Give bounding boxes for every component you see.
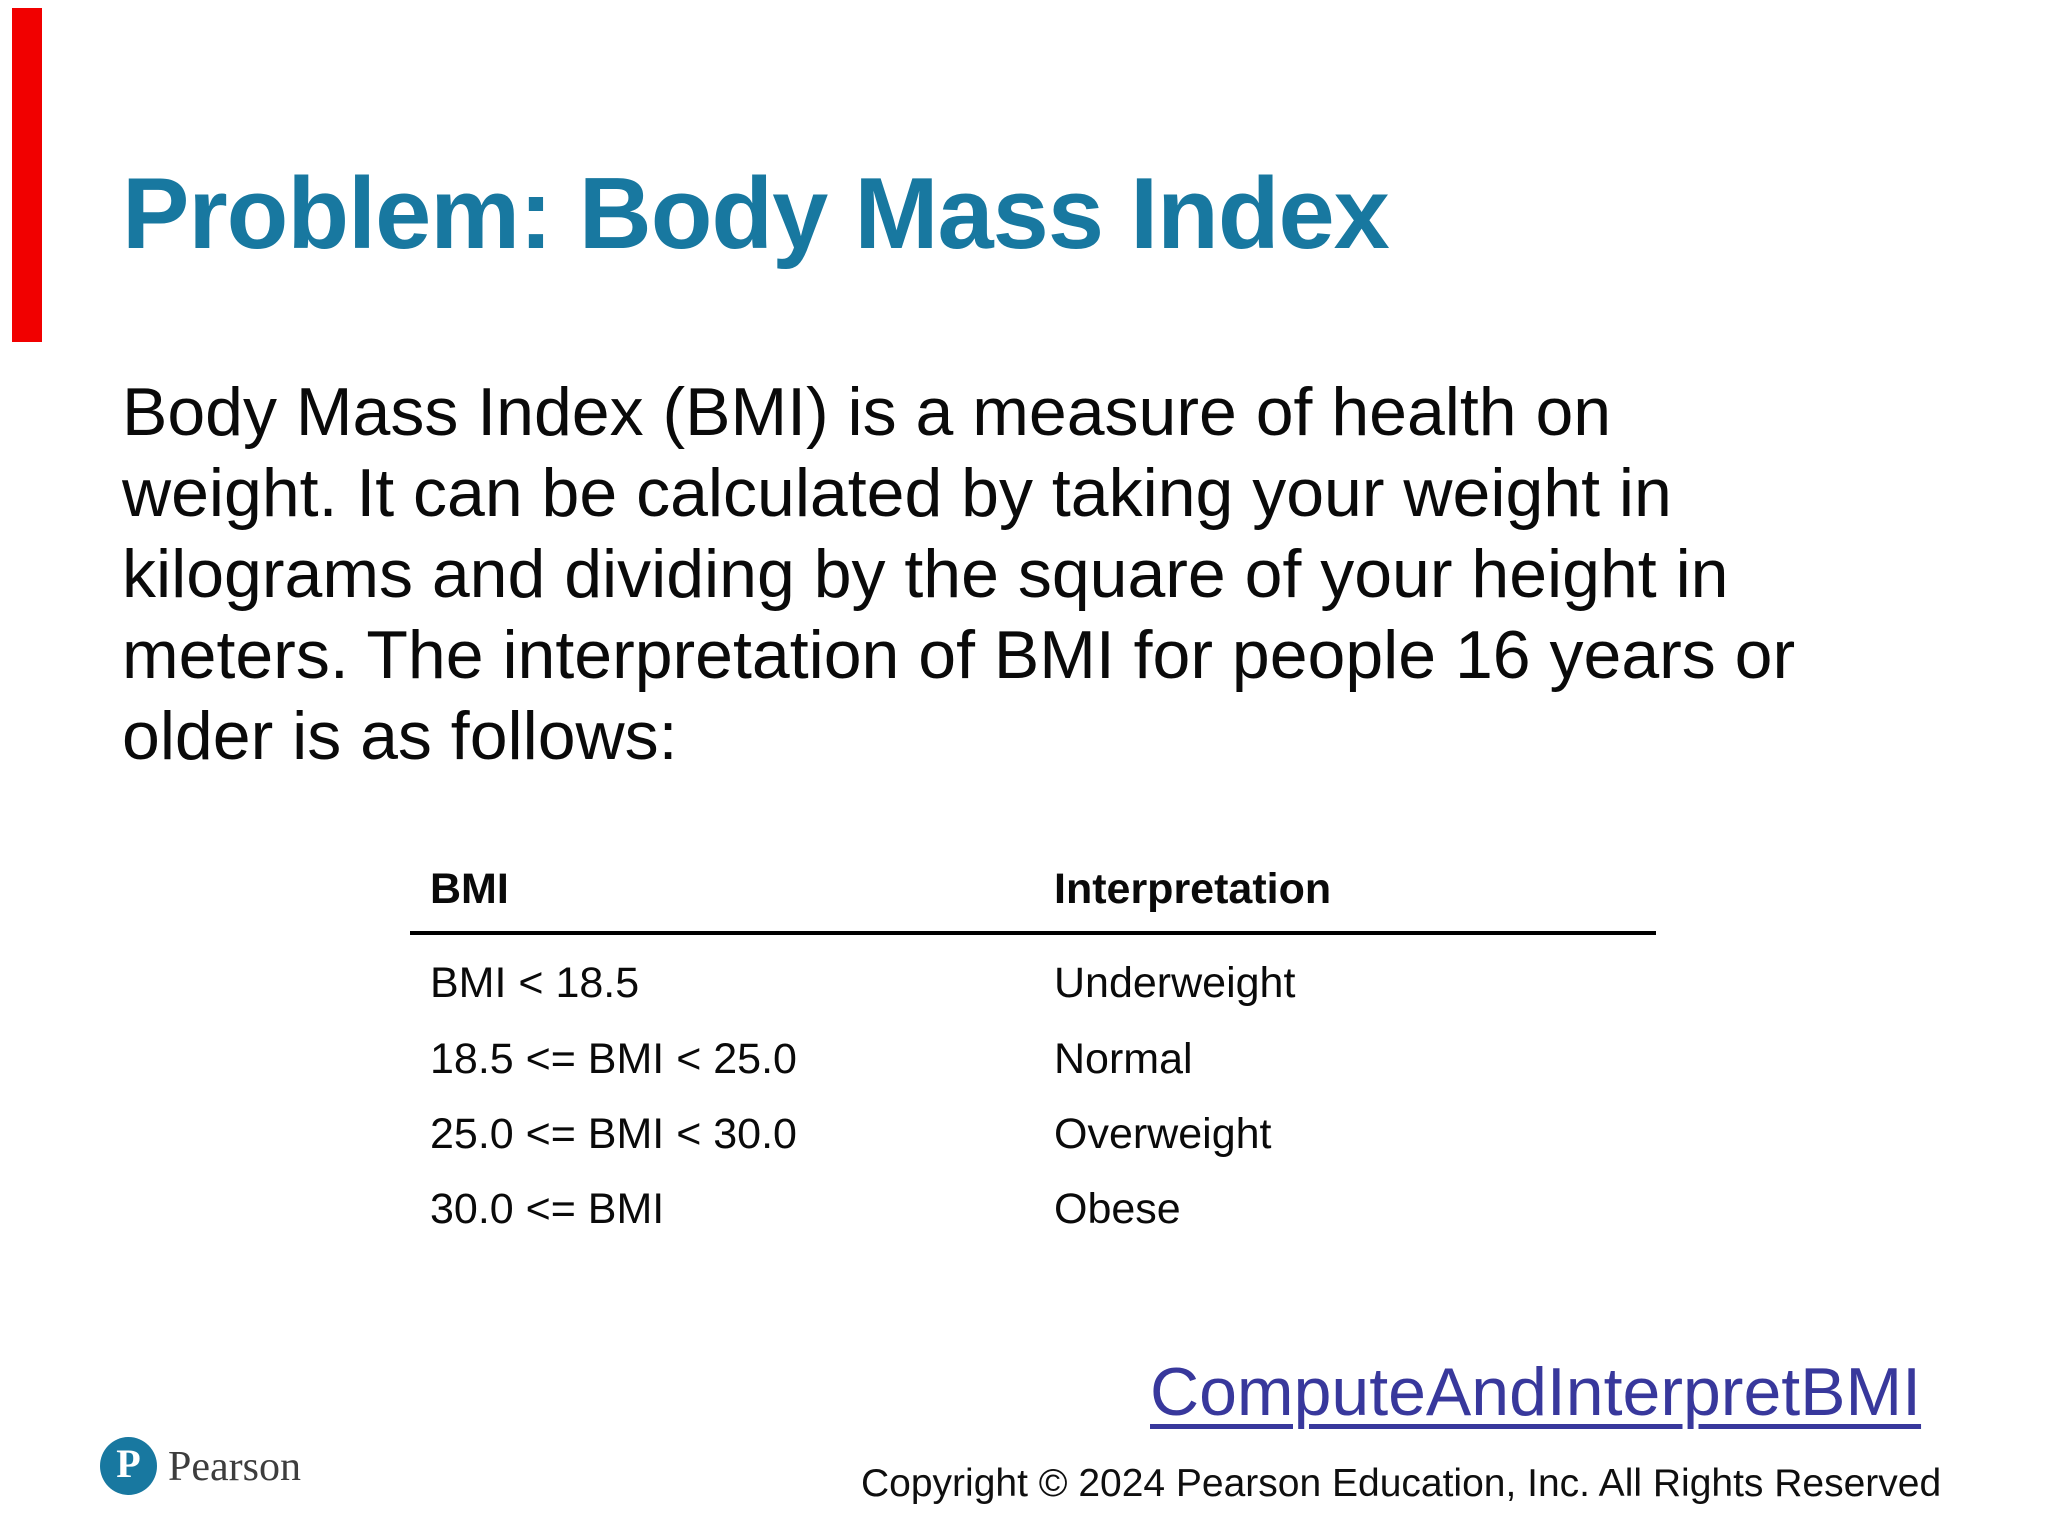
pearson-wordmark: Pearson bbox=[168, 1444, 301, 1490]
table-header-rule bbox=[410, 931, 1656, 935]
table-header-bmi: BMI bbox=[430, 865, 509, 913]
table-cell-interpretation: Obese bbox=[1054, 1185, 1181, 1233]
body-line: weight. It can be calculated by taking y… bbox=[122, 455, 1672, 531]
table-cell-interpretation: Overweight bbox=[1054, 1110, 1272, 1158]
body-line: meters. The interpretation of BMI for pe… bbox=[122, 617, 1796, 693]
left-red-accent-bar bbox=[12, 8, 42, 342]
copyright-text: Copyright © 2024 Pearson Education, Inc.… bbox=[861, 1462, 1942, 1505]
table-cell-bmi-range: 18.5 <= BMI < 25.0 bbox=[430, 1035, 797, 1083]
body-line: older is as follows: bbox=[122, 698, 678, 774]
table-cell-bmi-range: 25.0 <= BMI < 30.0 bbox=[430, 1110, 797, 1158]
table-header-interpretation: Interpretation bbox=[1054, 865, 1332, 913]
table-cell-interpretation: Underweight bbox=[1054, 959, 1296, 1007]
table-cell-bmi-range: 30.0 <= BMI bbox=[430, 1185, 665, 1233]
pearson-monogram: P bbox=[116, 1441, 141, 1486]
body-line: kilograms and dividing by the square of … bbox=[122, 536, 1729, 612]
pearson-logo: P Pearson bbox=[100, 1437, 310, 1497]
body-line: Body Mass Index (BMI) is a measure of he… bbox=[122, 374, 1612, 450]
compute-and-interpret-bmi-link[interactable]: ComputeAndInterpretBMI bbox=[1150, 1354, 1922, 1430]
table-cell-interpretation: Normal bbox=[1054, 1035, 1193, 1083]
table-cell-bmi-range: BMI < 18.5 bbox=[430, 959, 640, 1007]
pearson-logo-icon: P bbox=[100, 1437, 157, 1495]
slide-title: Problem: Body Mass Index bbox=[122, 158, 1390, 270]
body-paragraph: Body Mass Index (BMI) is a measure of he… bbox=[122, 372, 1795, 777]
